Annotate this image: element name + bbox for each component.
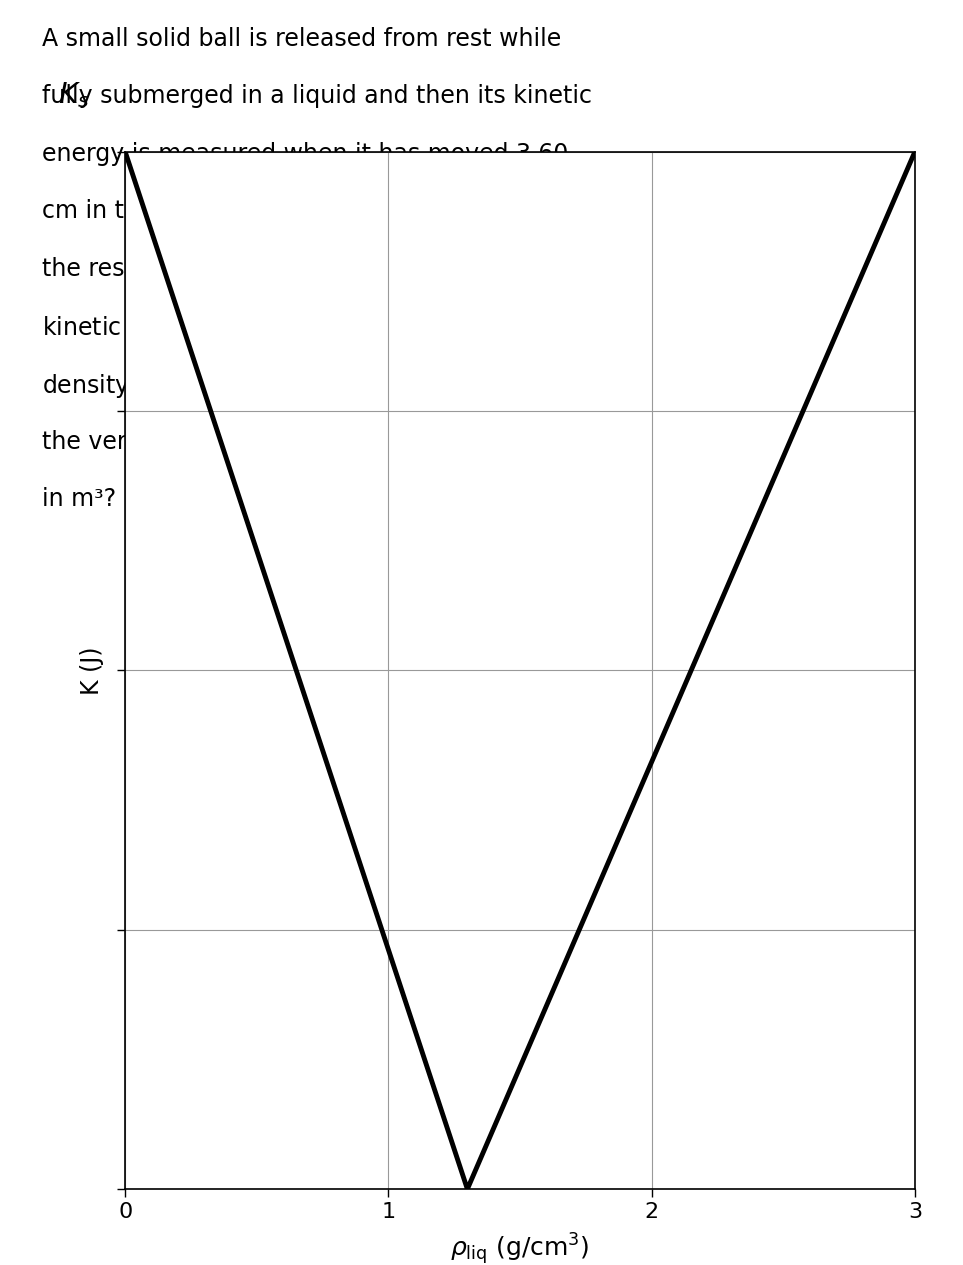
Text: the results after many liquids are used: The: the results after many liquids are used:… [42, 257, 560, 281]
Text: density $\rho_\mathrm{liq}$, and $K_\mathrm{s}$ = 1.70 J sets the scale on: density $\rho_\mathrm{liq}$, and $K_\mat… [42, 372, 571, 404]
Text: cm in the liquid (if it moves). The figure gives: cm in the liquid (if it moves). The figu… [42, 200, 581, 224]
Text: the vertical axis. What is the volume of the ball: the vertical axis. What is the volume of… [42, 430, 604, 454]
Text: kinetic energy  $K$ is plotted versus the liquid: kinetic energy $K$ is plotted versus the… [42, 315, 563, 343]
Text: in m³?: in m³? [42, 487, 117, 511]
Text: energy is measured when it has moved 3.60: energy is measured when it has moved 3.6… [42, 142, 569, 166]
Text: $K_s$: $K_s$ [58, 80, 90, 110]
Y-axis label: K (J): K (J) [80, 646, 104, 694]
X-axis label: $\rho_\mathrm{liq}\ \mathrm{(g/cm^3)}$: $\rho_\mathrm{liq}\ \mathrm{(g/cm^3)}$ [451, 1231, 589, 1265]
Text: A small solid ball is released from rest while: A small solid ball is released from rest… [42, 27, 561, 51]
Text: fully submerged in a liquid and then its kinetic: fully submerged in a liquid and then its… [42, 85, 592, 109]
